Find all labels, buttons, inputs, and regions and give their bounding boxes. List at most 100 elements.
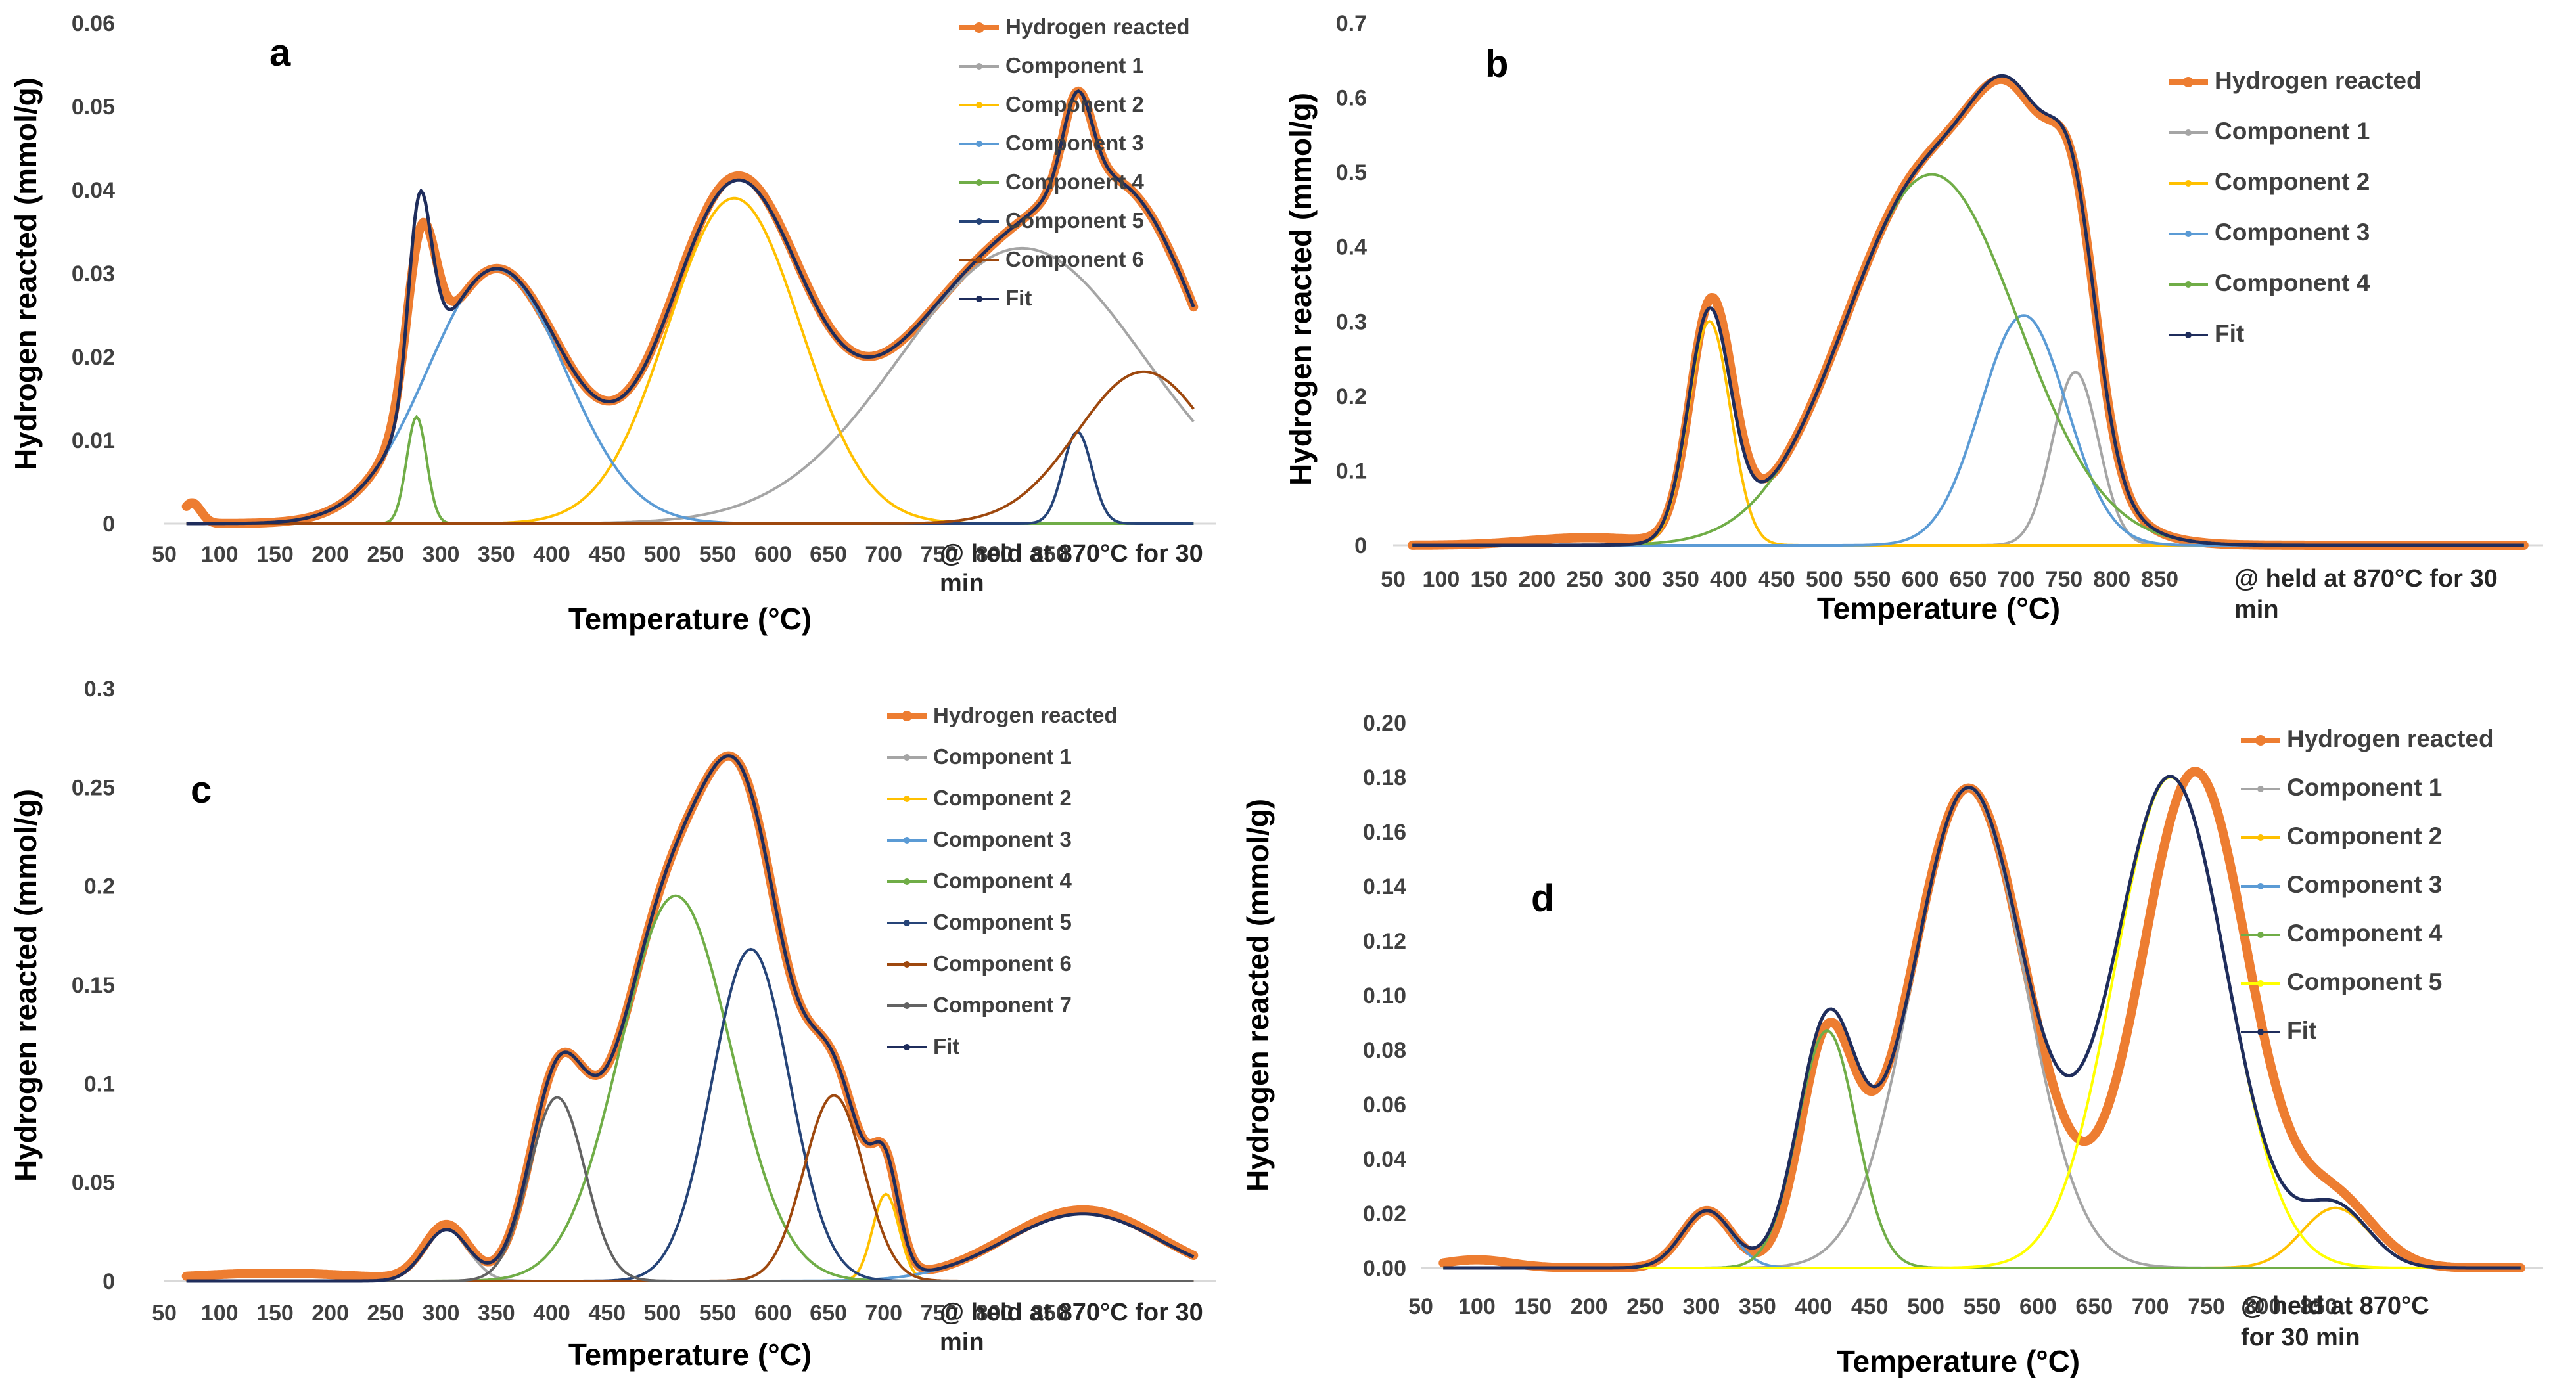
legend-marker — [2185, 129, 2192, 136]
legend-marker — [904, 796, 910, 802]
x-tick-label: 50 — [152, 542, 177, 567]
x-tick-label: 200 — [311, 1301, 349, 1326]
x-tick-label: 500 — [1806, 567, 1843, 592]
series-component-3 — [1412, 314, 2524, 547]
legend-marker — [2257, 786, 2264, 792]
panel-b: 0 0.1 0.2 0.3 0.4 0.5 0.6 0.7 50 100 150 200 250 300 3… — [1283, 11, 2543, 625]
legend-label: Component 6 — [933, 951, 1072, 976]
x-tick-label: 100 — [1458, 1294, 1496, 1319]
x-tick-label: 850 — [1031, 1301, 1069, 1326]
legend-label: Component 2 — [2215, 168, 2370, 195]
y-tick-label: 0.25 — [72, 775, 115, 800]
legend-item: Component 4 — [959, 169, 1144, 194]
series-component-4 — [1443, 1029, 2521, 1269]
legend-item: Hydrogen reacted — [2241, 725, 2494, 752]
y-tick-label: 0.5 — [1336, 160, 1367, 185]
legend-marker — [902, 711, 912, 721]
series-component-1 — [1443, 786, 2521, 1269]
x-tick-label: 750 — [921, 1301, 958, 1326]
x-tick-label: 550 — [699, 1301, 737, 1326]
x-tick-label: 300 — [1614, 567, 1651, 592]
legend-marker — [974, 22, 984, 33]
x-axis-title: Temperature (°C) — [1837, 1344, 2080, 1378]
x-tick-label: 450 — [588, 1301, 626, 1326]
legend-marker — [2257, 1029, 2264, 1035]
x-tick-label: 200 — [311, 542, 349, 567]
series-component-2 — [186, 1192, 1194, 1282]
panel-d: 0.00 0.02 0.04 0.06 0.08 0.10 0.12 0.14 0.16 0.18… — [1241, 711, 2543, 1378]
x-tick-label: 200 — [1518, 567, 1555, 592]
panel-letter: b — [1485, 43, 1508, 85]
y-tick-label: 0.18 — [1363, 765, 1406, 790]
x-tick-label: 50 — [1381, 567, 1406, 592]
x-tick-label: 600 — [2019, 1294, 2057, 1319]
y-tick-label: 0.05 — [72, 95, 115, 120]
legend-item: Component 3 — [887, 827, 1072, 851]
series-component-1 — [186, 246, 1195, 525]
y-tick-label: 0.7 — [1336, 11, 1367, 36]
x-tick-label: 850 — [2141, 567, 2178, 592]
legend-label: Component 2 — [933, 786, 1072, 810]
hold-note: @ held at 870°C for 30 — [940, 540, 1203, 568]
x-tick-label: 700 — [865, 542, 902, 567]
legend-marker — [2183, 77, 2194, 87]
legend-label: Component 4 — [2287, 920, 2443, 947]
legend-label: Component 2 — [1005, 92, 1144, 116]
panel-c: 0 0.05 0.1 0.15 0.2 0.25 0.3 50 100 150 200 250 300 3… — [9, 677, 1216, 1372]
x-tick-label: 800 — [2244, 1294, 2282, 1319]
legend-item: Component 5 — [959, 208, 1144, 233]
legend-label: Hydrogen reacted — [1005, 14, 1190, 39]
legend-item: Component 3 — [2241, 871, 2442, 898]
legend-marker — [2185, 281, 2192, 288]
y-tick-label: 0.2 — [1336, 384, 1367, 409]
x-tick-label: 800 — [976, 542, 1013, 567]
series-component-5 — [1443, 775, 2521, 1269]
legend-item: Component 6 — [887, 951, 1072, 976]
y-tick-label: 0 — [103, 1269, 115, 1294]
legend-marker — [2257, 834, 2264, 841]
x-tick-label: 700 — [1998, 567, 2035, 592]
legend-label: Component 1 — [2287, 774, 2442, 801]
legend-item: Fit — [887, 1034, 959, 1058]
legend-label: Component 5 — [2287, 968, 2442, 995]
legend-label: Fit — [2215, 320, 2244, 347]
x-tick-label: 350 — [1662, 567, 1699, 592]
legend-item: Component 4 — [887, 868, 1072, 893]
y-tick-label: 0.02 — [72, 345, 115, 370]
series-hydrogen-reacted — [181, 86, 1199, 528]
x-tick-label: 250 — [1566, 567, 1603, 592]
series-component-1 — [1412, 371, 2524, 547]
x-tick-label: 350 — [478, 542, 515, 567]
legend-marker — [976, 102, 982, 108]
legend-item: Component 5 — [887, 910, 1072, 934]
legend-item: Hydrogen reacted — [887, 703, 1118, 727]
y-tick-label: 0.02 — [1363, 1202, 1406, 1227]
y-tick-label: 0.6 — [1336, 86, 1367, 111]
x-tick-label: 800 — [976, 1301, 1013, 1326]
x-tick-label: 100 — [201, 1301, 239, 1326]
legend-label: Component 2 — [2287, 822, 2442, 849]
legend-label: Component 3 — [2287, 871, 2442, 898]
y-tick-label: 0.03 — [72, 261, 115, 286]
legend-item: Component 1 — [2169, 118, 2370, 145]
series-component-3 — [186, 267, 1194, 525]
y-tick-label: 0 — [103, 512, 115, 537]
x-tick-label: 800 — [2093, 567, 2130, 592]
x-axis-title: Temperature (°C) — [568, 602, 812, 636]
x-tick-label: 600 — [1902, 567, 1939, 592]
y-tick-label: 0.05 — [72, 1171, 115, 1196]
legend-label: Fit — [2287, 1017, 2316, 1044]
legend-label: Component 1 — [933, 744, 1072, 769]
legend-marker — [976, 63, 982, 70]
legend-item: Component 7 — [887, 993, 1072, 1017]
y-tick-label: 0.3 — [1336, 309, 1367, 334]
x-tick-label: 650 — [810, 542, 847, 567]
x-tick-label: 600 — [754, 542, 792, 567]
panel-letter: a — [269, 32, 291, 74]
y-tick-label: 0.4 — [1336, 235, 1367, 260]
y-axis-title: Hydrogen reacted (mmol/g) — [9, 78, 43, 470]
legend-label: Fit — [1005, 286, 1032, 310]
x-tick-label: 50 — [152, 1301, 177, 1326]
legend-marker — [2257, 980, 2264, 987]
y-tick-label: 0.01 — [72, 428, 115, 453]
